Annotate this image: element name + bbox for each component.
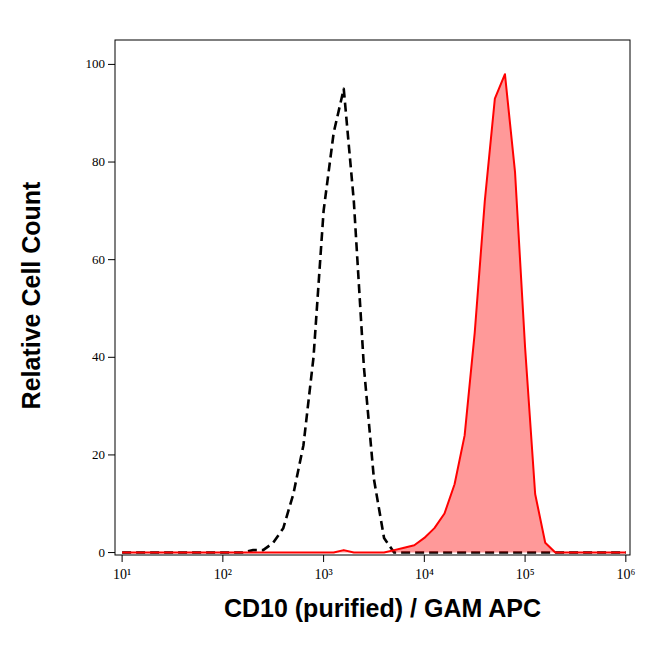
y-axis-label: Relative Cell Count	[17, 181, 45, 409]
x-tick-label: 10³	[314, 567, 332, 582]
line-series	[122, 89, 626, 553]
x-axis-label: CD10 (purified) / GAM APC	[224, 594, 541, 622]
y-tick	[108, 552, 115, 553]
y-tick-label: 80	[92, 154, 105, 169]
y-tick	[108, 64, 115, 65]
y-tick	[108, 357, 115, 358]
y-tick-label: 0	[99, 545, 106, 560]
x-tick	[424, 555, 425, 562]
x-tick	[222, 555, 223, 562]
x-tick	[122, 555, 123, 562]
x-tick-label: 10²	[214, 567, 232, 582]
x-tick	[323, 555, 324, 562]
x-tick-label: 10⁴	[415, 567, 434, 582]
y-tick-label: 40	[92, 349, 105, 364]
x-tick-label: 10⁵	[516, 567, 535, 582]
y-tick-label: 20	[92, 447, 105, 462]
y-tick	[108, 259, 115, 260]
plot-frame	[115, 40, 630, 555]
plot-data	[122, 74, 626, 552]
y-tick	[108, 162, 115, 163]
y-tick-label: 60	[92, 252, 105, 267]
x-tick	[625, 555, 626, 562]
y-tick	[108, 454, 115, 455]
chart: 10¹ 10² 10³ 10⁴ 10⁵ 10⁶ 0 20 40 60 80 100 CD10 (puri…	[0, 0, 650, 645]
x-tick-label: 10¹	[113, 567, 131, 582]
area-fill	[122, 74, 626, 552]
x-tick-label: 10⁶	[616, 567, 635, 582]
x-tick	[525, 555, 526, 562]
area-series	[122, 74, 626, 552]
y-tick-label: 100	[86, 56, 106, 71]
